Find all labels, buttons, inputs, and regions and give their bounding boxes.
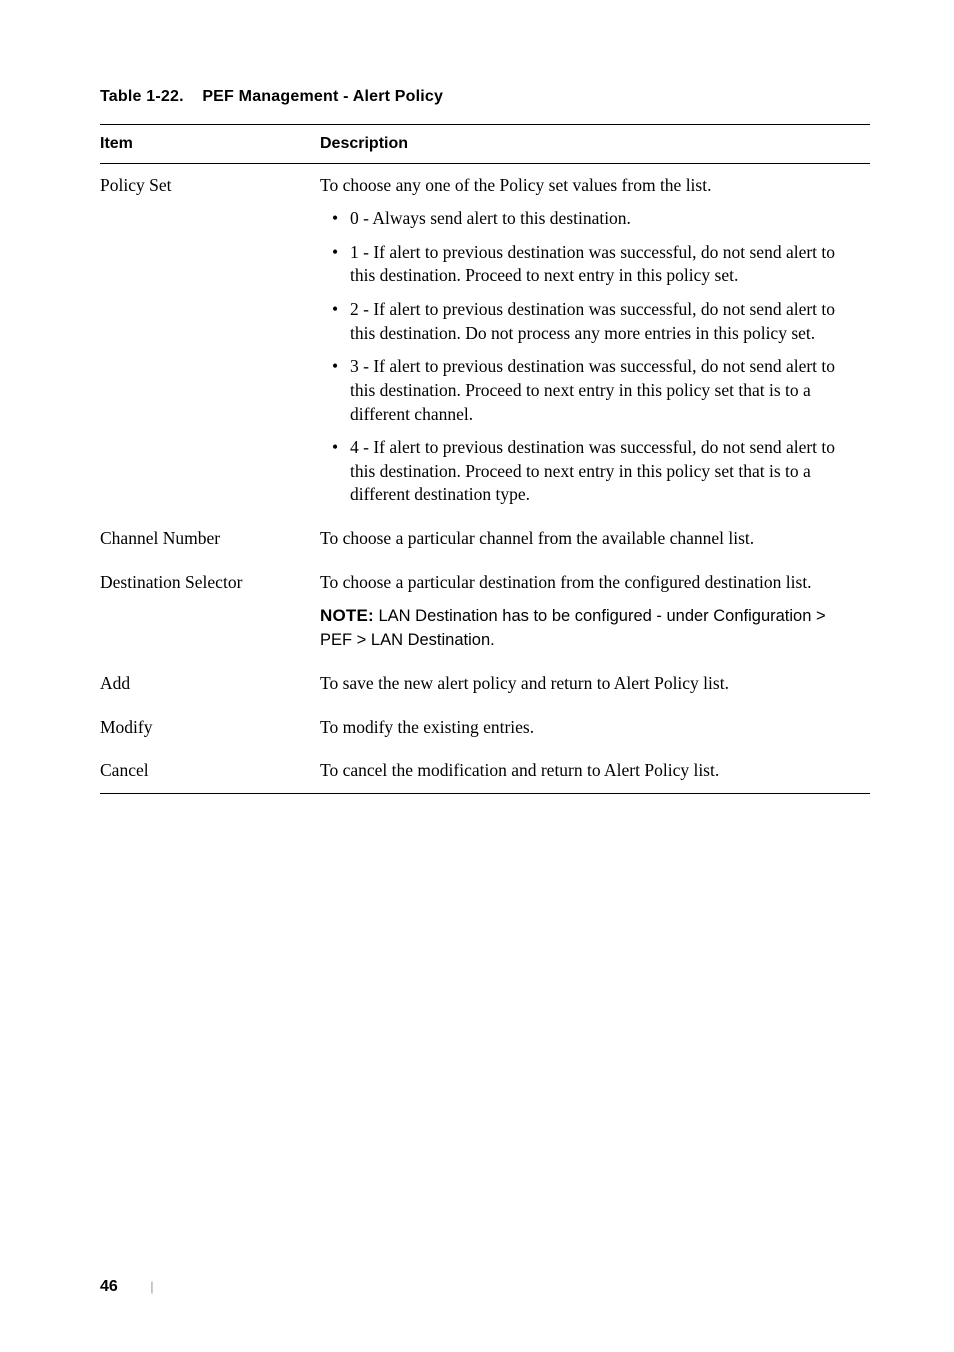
page-number: 46 — [100, 1278, 118, 1295]
item-cell: Policy Set — [100, 163, 320, 517]
description-cell: To modify the existing entries. — [320, 706, 870, 750]
destination-selector-note: NOTE: LAN Destination has to be configur… — [320, 604, 862, 652]
list-item: 1 - If alert to previous destination was… — [338, 241, 862, 288]
note-body: LAN Destination has to be configured - u… — [374, 607, 713, 625]
table-row: Channel Number To choose a particular ch… — [100, 517, 870, 561]
list-item: 4 - If alert to previous destination was… — [338, 436, 862, 507]
header-item: Item — [100, 125, 320, 164]
header-description: Description — [320, 125, 870, 164]
policy-set-intro: To choose any one of the Policy set valu… — [320, 174, 862, 198]
item-cell: Modify — [100, 706, 320, 750]
alert-policy-table: Item Description Policy Set To choose an… — [100, 124, 870, 794]
table-row: Cancel To cancel the modification and re… — [100, 749, 870, 793]
table-caption: Table 1-22. PEF Management - Alert Polic… — [100, 88, 870, 106]
policy-set-bullets: 0 - Always send alert to this destinatio… — [320, 207, 862, 507]
list-item: 0 - Always send alert to this destinatio… — [338, 207, 862, 231]
table-row: Modify To modify the existing entries. — [100, 706, 870, 750]
table-row: Destination Selector To choose a particu… — [100, 561, 870, 662]
list-item: 2 - If alert to previous destination was… — [338, 298, 862, 345]
table-label: Table 1-22. — [100, 88, 184, 105]
item-cell: Cancel — [100, 749, 320, 793]
page-footer: 46 | — [100, 1278, 154, 1296]
description-cell: To choose a particular channel from the … — [320, 517, 870, 561]
table-title: PEF Management - Alert Policy — [202, 88, 443, 105]
list-item: 3 - If alert to previous destination was… — [338, 355, 862, 426]
item-cell: Destination Selector — [100, 561, 320, 662]
note-label: NOTE: — [320, 606, 374, 625]
table-row: Add To save the new alert policy and ret… — [100, 662, 870, 706]
description-cell: To choose a particular destination from … — [320, 561, 870, 662]
description-cell: To choose any one of the Policy set valu… — [320, 163, 870, 517]
item-cell: Add — [100, 662, 320, 706]
description-cell: To save the new alert policy and return … — [320, 662, 870, 706]
item-cell: Channel Number — [100, 517, 320, 561]
table-row: Policy Set To choose any one of the Poli… — [100, 163, 870, 517]
description-cell: To cancel the modification and return to… — [320, 749, 870, 793]
destination-selector-desc: To choose a particular destination from … — [320, 571, 862, 595]
footer-divider: | — [122, 1279, 153, 1294]
